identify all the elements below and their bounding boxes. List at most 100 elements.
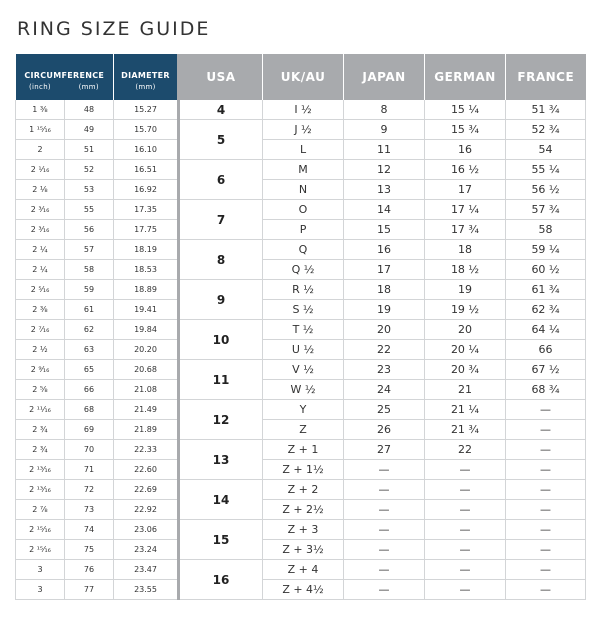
cell: 51: [64, 139, 115, 160]
cell: 14: [343, 199, 426, 220]
cell: 2 ¼: [15, 239, 65, 260]
usa-size-cell: 6: [177, 159, 264, 200]
cell: 2 ⅝: [15, 379, 65, 400]
cell: —: [343, 499, 426, 520]
cell: 65: [64, 359, 115, 380]
cell: 19 ½: [424, 299, 507, 320]
usa-size-cell: 12: [177, 399, 264, 440]
cell: 52: [64, 159, 115, 180]
cell: J ½: [262, 119, 345, 140]
cell: —: [424, 499, 507, 520]
cell: 57: [64, 239, 115, 260]
cell: 22: [343, 339, 426, 360]
usa-size-cell: 8: [177, 239, 264, 280]
cell: 15.27: [113, 100, 180, 120]
table-row: 2 ¹⁄₁₆ 52 16.51 6 M 12 16 ½ 55 ¼: [15, 159, 587, 200]
cell: 1 ⅜: [15, 100, 65, 120]
cell: 48: [64, 100, 115, 120]
cell: 20: [343, 319, 426, 340]
cell: Z + 3: [262, 519, 345, 540]
cell: —: [505, 459, 587, 480]
cell: 71: [64, 459, 115, 480]
cell: 21.49: [113, 399, 180, 420]
table-row: 2 ⅞ 73 22.92 Z + 2½ — — —: [15, 499, 587, 520]
cell: 68: [64, 399, 115, 420]
cell: 2 ⅜: [15, 299, 65, 320]
cell: 64 ¼: [505, 319, 587, 340]
table-row: 2 ¹¹⁄₁₆ 68 21.49 12 Y 25 21 ¼ —: [15, 399, 587, 440]
cell: 2 ¹⁵⁄₁₆: [15, 519, 65, 540]
cell: —: [505, 579, 587, 600]
cell: 17 ¼: [424, 199, 507, 220]
cell: 11: [343, 139, 426, 160]
cell: 59 ¼: [505, 239, 587, 260]
cell: Z + 4½: [262, 579, 345, 600]
cell: 2 ¹⁵⁄₁₆: [15, 539, 65, 560]
cell: Z + 2½: [262, 499, 345, 520]
cell: 22.69: [113, 479, 180, 500]
table-row: 3 76 23.47 16 Z + 4— — —: [15, 559, 587, 600]
cell: 52 ¾: [505, 119, 587, 140]
cell: 2 ½: [15, 339, 65, 360]
cell: 2 ⅛: [15, 179, 65, 200]
cell: 2 ¾: [15, 419, 65, 440]
cell: V ½: [262, 359, 345, 380]
table-row: 2 ¹³⁄₁₆ 71 22.60 Z + 1½ — — —: [15, 459, 587, 480]
cell: 56 ½: [505, 179, 587, 200]
cell: 21.08: [113, 379, 180, 400]
cell: 22.33: [113, 439, 180, 460]
cell: 16 ½: [424, 159, 507, 180]
cell: 18: [343, 279, 426, 300]
usa-size-cell: 13: [177, 439, 264, 480]
cell: 16: [424, 139, 507, 160]
cell: 2 ¹³⁄₁₆: [15, 479, 65, 500]
cell: 13: [343, 179, 426, 200]
cell: 18.89: [113, 279, 180, 300]
cell: 3: [15, 579, 65, 600]
cell: 54: [505, 139, 587, 160]
cell: 58: [505, 219, 587, 240]
table-row: 2 ⁹⁄₁₆ 65 20.68 11 V ½ 23 20 ¾ 67 ½: [15, 359, 587, 400]
usa-size-cell: 15: [177, 519, 264, 560]
table-row: 2 ¼ 58 18.53 Q ½ 17 18 ½ 60 ½: [15, 259, 587, 280]
cell: 2 ¹⁄₁₆: [15, 159, 65, 180]
cell: 66: [505, 339, 587, 360]
cell: M: [262, 159, 345, 180]
cell: 22: [424, 439, 507, 460]
cell: 1 ¹⁵⁄₁₆: [15, 119, 65, 140]
cell: 19.41: [113, 299, 180, 320]
cell: 17.75: [113, 219, 180, 240]
table-row: 2 ½ 63 20.20 U ½ 22 20 ¼ 66: [15, 339, 587, 360]
header-subcell: (mm): [135, 83, 156, 91]
cell: 57 ¾: [505, 199, 587, 220]
cell: Q ½: [262, 259, 345, 280]
cell: 62: [64, 319, 115, 340]
cell: —: [505, 419, 587, 440]
usa-size-cell: 9: [177, 279, 264, 320]
header-subcell: (mm): [78, 83, 99, 91]
cell: 21: [424, 379, 507, 400]
ring-size-table: CIRCUMFERENCE DIAMETER USA UK/AU JAPAN G…: [15, 54, 587, 600]
cell: —: [505, 559, 587, 580]
cell: L: [262, 139, 345, 160]
cell: —: [424, 519, 507, 540]
table-row: 2 ⁷⁄₁₆ 62 19.84 10 T ½ 20 20 64 ¼: [15, 319, 587, 360]
cell: —: [505, 479, 587, 500]
cell: 17: [343, 259, 426, 280]
cell: 16.10: [113, 139, 180, 160]
cell: 24: [343, 379, 426, 400]
cell: 70: [64, 439, 115, 460]
cell: —: [424, 459, 507, 480]
table-row: 3 77 23.55 Z + 4½ — — —: [15, 579, 587, 600]
usa-size-cell: 14: [177, 479, 264, 520]
cell: 20 ¾: [424, 359, 507, 380]
cell: 56: [64, 219, 115, 240]
cell: 74: [64, 519, 115, 540]
cell: 22.60: [113, 459, 180, 480]
table-row: 2 ⅝ 66 21.08 W ½ 24 21 68 ¾: [15, 379, 587, 400]
cell: 23.06: [113, 519, 180, 540]
cell: 12: [343, 159, 426, 180]
cell: —: [424, 479, 507, 500]
cell: 66: [64, 379, 115, 400]
